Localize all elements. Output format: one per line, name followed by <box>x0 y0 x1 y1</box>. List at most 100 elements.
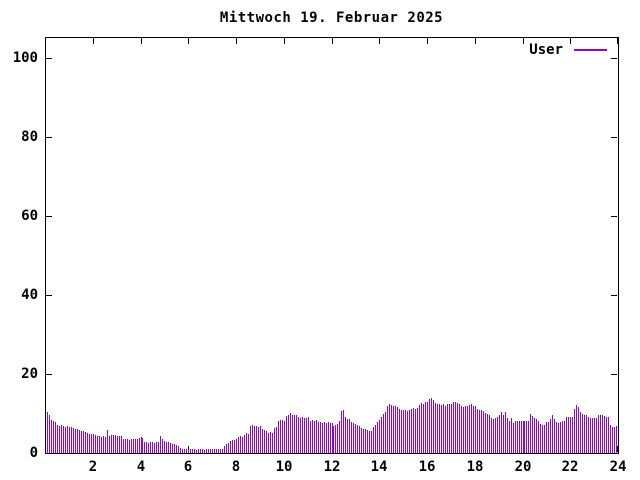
impulse-bar <box>53 421 54 453</box>
impulse-bar <box>397 407 398 453</box>
impulse-bar <box>345 417 346 453</box>
impulse-bar <box>51 420 52 453</box>
impulse-bar <box>220 449 221 453</box>
x-tick-label: 12 <box>323 459 341 475</box>
impulse-bar <box>93 434 94 453</box>
impulse-bar <box>148 443 149 453</box>
impulse-bar <box>584 415 585 453</box>
impulse-bar <box>473 406 474 453</box>
impulse-bar <box>302 417 303 453</box>
impulse-bar <box>526 421 527 453</box>
impulse-bar <box>483 411 484 453</box>
impulse-bar <box>542 425 543 453</box>
impulse-bar <box>300 418 301 453</box>
impulse-bar <box>568 417 569 453</box>
impulse-bar <box>312 420 313 453</box>
impulse-bar <box>377 422 378 453</box>
impulse-bar <box>200 449 201 453</box>
impulse-bar <box>395 406 396 453</box>
impulse-bar <box>127 439 128 453</box>
impulse-bar <box>604 416 605 453</box>
y-tick-mark <box>46 216 52 217</box>
impulse-bar <box>224 446 225 453</box>
y-tick-mark-right <box>611 58 617 59</box>
impulse-bar <box>236 439 237 453</box>
impulse-bar <box>202 449 203 453</box>
impulse-bar <box>431 398 432 453</box>
impulse-bar <box>497 417 498 453</box>
impulse-bar <box>164 441 165 453</box>
impulse-bar <box>391 405 392 453</box>
impulse-bar <box>513 423 514 453</box>
impulse-bar <box>101 437 102 453</box>
impulse-bar <box>166 442 167 453</box>
impulse-bar <box>485 413 486 453</box>
impulse-bar <box>133 439 134 453</box>
x-tick-label: 8 <box>231 459 241 475</box>
impulse-bar <box>105 437 106 453</box>
impulse-bar <box>523 421 524 453</box>
impulse-bar <box>180 448 181 453</box>
impulse-bar <box>83 431 84 453</box>
impulse-bar <box>296 415 297 453</box>
y-tick-mark-right <box>611 137 617 138</box>
y-tick-mark <box>46 374 52 375</box>
impulse-bar <box>530 414 531 453</box>
chart-title: Mittwoch 19. Februar 2025 <box>219 10 444 26</box>
impulse-bar <box>286 416 287 453</box>
impulse-bar <box>196 450 197 453</box>
impulse-bar <box>252 425 253 453</box>
impulse-bar <box>316 420 317 453</box>
y-tick-mark-right <box>611 453 617 454</box>
impulse-bar <box>453 402 454 453</box>
impulse-bar <box>276 427 277 453</box>
impulse-bar <box>463 407 464 453</box>
x-tick-label: 18 <box>466 459 484 475</box>
impulse-bar <box>330 423 331 453</box>
impulse-bar <box>115 435 116 453</box>
impulse-bar <box>387 406 388 453</box>
x-tick-mark <box>617 446 618 452</box>
impulse-bar <box>451 404 452 453</box>
impulse-bar <box>186 449 187 453</box>
impulse-bar <box>369 431 370 453</box>
impulse-bar <box>214 449 215 453</box>
impulse-bar <box>411 409 412 453</box>
impulse-bar <box>87 433 88 453</box>
impulse-bar <box>262 429 263 453</box>
impulse-bar <box>399 409 400 453</box>
impulse-bar <box>403 410 404 453</box>
impulse-bar <box>288 415 289 453</box>
legend-line-sample <box>574 49 607 51</box>
impulse-bar <box>519 421 520 453</box>
impulse-bar <box>141 437 142 453</box>
impulse-bar <box>75 429 76 453</box>
impulse-bar <box>322 423 323 453</box>
y-tick-mark <box>46 58 52 59</box>
impulse-bar <box>304 418 305 453</box>
impulse-bar <box>393 406 394 453</box>
impulse-bar <box>550 419 551 453</box>
impulse-bar <box>602 415 603 453</box>
impulse-bar <box>274 428 275 453</box>
impulse-bar <box>328 422 329 453</box>
impulse-bar <box>576 405 577 453</box>
impulse-bar <box>429 399 430 453</box>
x-tick-label: 14 <box>370 459 388 475</box>
impulse-bar <box>548 422 549 453</box>
impulse-bar <box>49 415 50 453</box>
impulse-bar <box>371 431 372 453</box>
impulse-bar <box>117 436 118 453</box>
impulse-bar <box>99 436 100 453</box>
impulse-bar <box>242 437 243 453</box>
impulse-bar <box>178 446 179 453</box>
impulse-bar <box>409 410 410 453</box>
impulse-bar <box>343 410 344 453</box>
impulse-bar <box>324 422 325 453</box>
impulse-bar <box>586 415 587 453</box>
impulse-bar <box>524 421 525 453</box>
impulse-bar <box>461 406 462 453</box>
impulse-bar <box>63 426 64 453</box>
impulse-bar <box>546 422 547 453</box>
